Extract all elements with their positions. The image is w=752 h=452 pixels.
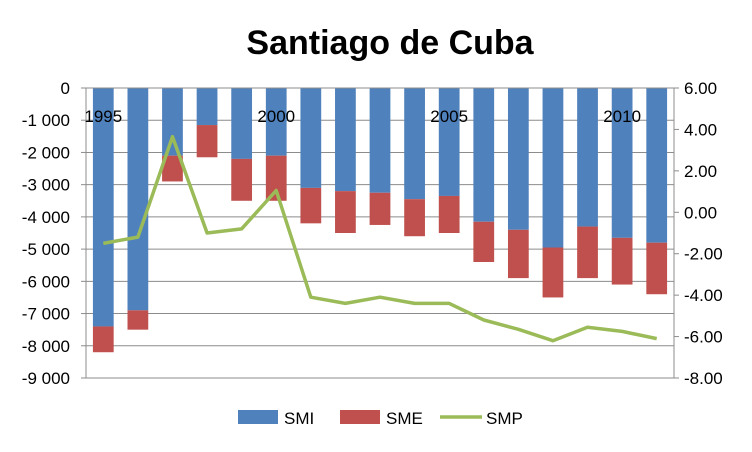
legend-swatch bbox=[238, 410, 278, 424]
bar-sme-2009 bbox=[577, 226, 598, 279]
legend-item-sme: SME bbox=[340, 409, 423, 428]
right-tick-label: -2.00 bbox=[684, 245, 723, 264]
bar-smi-1998 bbox=[196, 88, 218, 126]
bar-sme-2008 bbox=[542, 247, 564, 298]
bar-sme-2007 bbox=[507, 229, 529, 279]
right-tick-label: 0.00 bbox=[684, 203, 717, 222]
right-tick-label: 2.00 bbox=[684, 162, 717, 181]
legend-swatch bbox=[340, 410, 380, 424]
bar-smi-1997 bbox=[162, 88, 183, 156]
bar-sme-2003 bbox=[369, 192, 391, 225]
bar-smi-2006 bbox=[473, 88, 495, 222]
bar-smi-2003 bbox=[369, 88, 391, 193]
bars bbox=[92, 88, 668, 353]
legend-label: SMP bbox=[486, 409, 523, 428]
bar-sme-2011 bbox=[646, 242, 668, 295]
bar-smi-2004 bbox=[404, 88, 425, 200]
left-tick-label: -8 000 bbox=[22, 337, 70, 356]
x-tick-label: 2000 bbox=[257, 107, 295, 126]
left-tick-label: -5 000 bbox=[22, 240, 70, 259]
right-tick-label: -8.00 bbox=[684, 369, 723, 388]
legend-label: SMI bbox=[284, 409, 314, 428]
bar-smi-1996 bbox=[127, 88, 149, 311]
left-tick-label: -3 000 bbox=[22, 176, 70, 195]
x-tick-label: 2010 bbox=[603, 107, 641, 126]
bar-smi-2009 bbox=[577, 88, 598, 227]
bar-smi-1995 bbox=[92, 88, 114, 327]
bar-sme-1995 bbox=[92, 326, 114, 353]
x-tick-label: 2005 bbox=[430, 107, 468, 126]
right-tick-label: 6.00 bbox=[684, 79, 717, 98]
right-tick-label: 4.00 bbox=[684, 120, 717, 139]
bar-sme-2000 bbox=[265, 155, 287, 201]
left-tick-label: -7 000 bbox=[22, 305, 70, 324]
left-tick-label: -9 000 bbox=[22, 369, 70, 388]
legend-item-smi: SMI bbox=[238, 409, 314, 428]
bar-smi-1999 bbox=[231, 88, 253, 159]
bar-sme-2006 bbox=[473, 221, 495, 262]
bar-sme-2001 bbox=[300, 187, 322, 224]
bar-sme-2010 bbox=[611, 237, 633, 285]
left-tick-label: -1 000 bbox=[22, 111, 70, 130]
bar-smi-2010 bbox=[611, 88, 633, 238]
bar-smi-2005 bbox=[438, 88, 460, 196]
left-tick-label: 0 bbox=[61, 79, 70, 98]
bar-sme-1996 bbox=[127, 310, 149, 330]
legend-label: SME bbox=[386, 409, 423, 428]
series-line-smp bbox=[102, 134, 658, 343]
legend: SMI SME SMP bbox=[238, 409, 523, 428]
bar-sme-1998 bbox=[196, 125, 218, 158]
bar-smi-2002 bbox=[335, 88, 356, 192]
smp-line bbox=[102, 134, 658, 343]
legend-item-smp: SMP bbox=[440, 409, 523, 428]
bar-smi-2000 bbox=[265, 88, 287, 156]
bar-smi-2007 bbox=[507, 88, 529, 230]
bar-smi-2001 bbox=[300, 88, 322, 188]
right-tick-label: -6.00 bbox=[684, 328, 723, 347]
bar-sme-1999 bbox=[231, 158, 253, 201]
bar-sme-2005 bbox=[438, 195, 460, 233]
bar-sme-1997 bbox=[162, 155, 183, 182]
left-tick-label: -4 000 bbox=[22, 208, 70, 227]
chart-title: Santiago de Cuba bbox=[246, 24, 534, 62]
left-tick-label: -6 000 bbox=[22, 272, 70, 291]
bar-sme-2004 bbox=[404, 199, 425, 237]
bar-smi-2008 bbox=[542, 88, 564, 248]
axes: 0 -1 000 -2 000 -3 000 -4 000 -5 000 -6 000 -7 … bbox=[22, 79, 723, 388]
bar-sme-2002 bbox=[335, 191, 356, 233]
bar-smi-2011 bbox=[646, 88, 668, 243]
x-tick-label: 1995 bbox=[84, 107, 122, 126]
left-tick-label: -2 000 bbox=[22, 143, 70, 162]
x-axis-labels: 1995 2000 2005 2010 bbox=[84, 107, 641, 126]
right-tick-label: -4.00 bbox=[684, 286, 723, 305]
